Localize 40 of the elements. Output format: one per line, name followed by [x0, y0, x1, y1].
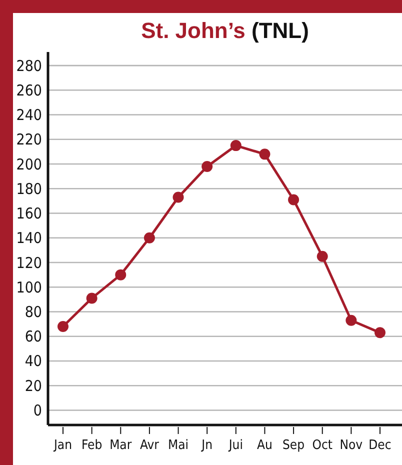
y-tick-label: 0 [33, 401, 42, 420]
point [316, 250, 328, 262]
y-tick-label: 180 [16, 180, 42, 198]
point [202, 160, 213, 172]
y-tick-label: 280 [16, 56, 42, 75]
x-tick-label: Oct [312, 438, 333, 453]
y-tick-label: 200 [16, 155, 42, 174]
point [86, 292, 98, 304]
x-tick-label: Jui [228, 438, 243, 453]
point [172, 192, 184, 203]
point [374, 327, 386, 338]
point [58, 321, 68, 332]
x-tick-label: Sep [282, 438, 305, 453]
x-tick-label: Mai [168, 438, 189, 453]
y-tick-label: 160 [16, 204, 42, 223]
y-tick-label: 140 [16, 229, 42, 248]
chart-title: St. John’s (TNL) [141, 18, 309, 43]
x-tick-label: Avr [140, 438, 160, 453]
point [288, 194, 300, 206]
y-tick-label: 220 [16, 130, 42, 149]
x-tick-label: Jn [200, 438, 213, 453]
point [144, 232, 155, 244]
y-tick-label: 260 [16, 81, 42, 100]
y-tick-label: 80 [24, 302, 42, 321]
x-tick-label: Mar [110, 438, 132, 453]
x-tick-label: Au [257, 438, 272, 453]
point [115, 269, 126, 280]
y-tick-label: 40 [24, 352, 42, 370]
y-tick-label: 120 [16, 254, 42, 272]
point [346, 314, 357, 326]
x-tick-label: Jan [52, 438, 72, 453]
x-tick-label: Nov [340, 438, 363, 453]
y-tick-label: 100 [16, 278, 42, 296]
point [259, 148, 270, 160]
y-tick-label: 20 [24, 376, 42, 395]
y-tick-label: 60 [24, 328, 42, 346]
x-tick-label: Feb [81, 438, 102, 453]
point [230, 140, 242, 152]
y-tick-label: 240 [16, 106, 42, 124]
x-tick-label: Dec [368, 438, 392, 453]
